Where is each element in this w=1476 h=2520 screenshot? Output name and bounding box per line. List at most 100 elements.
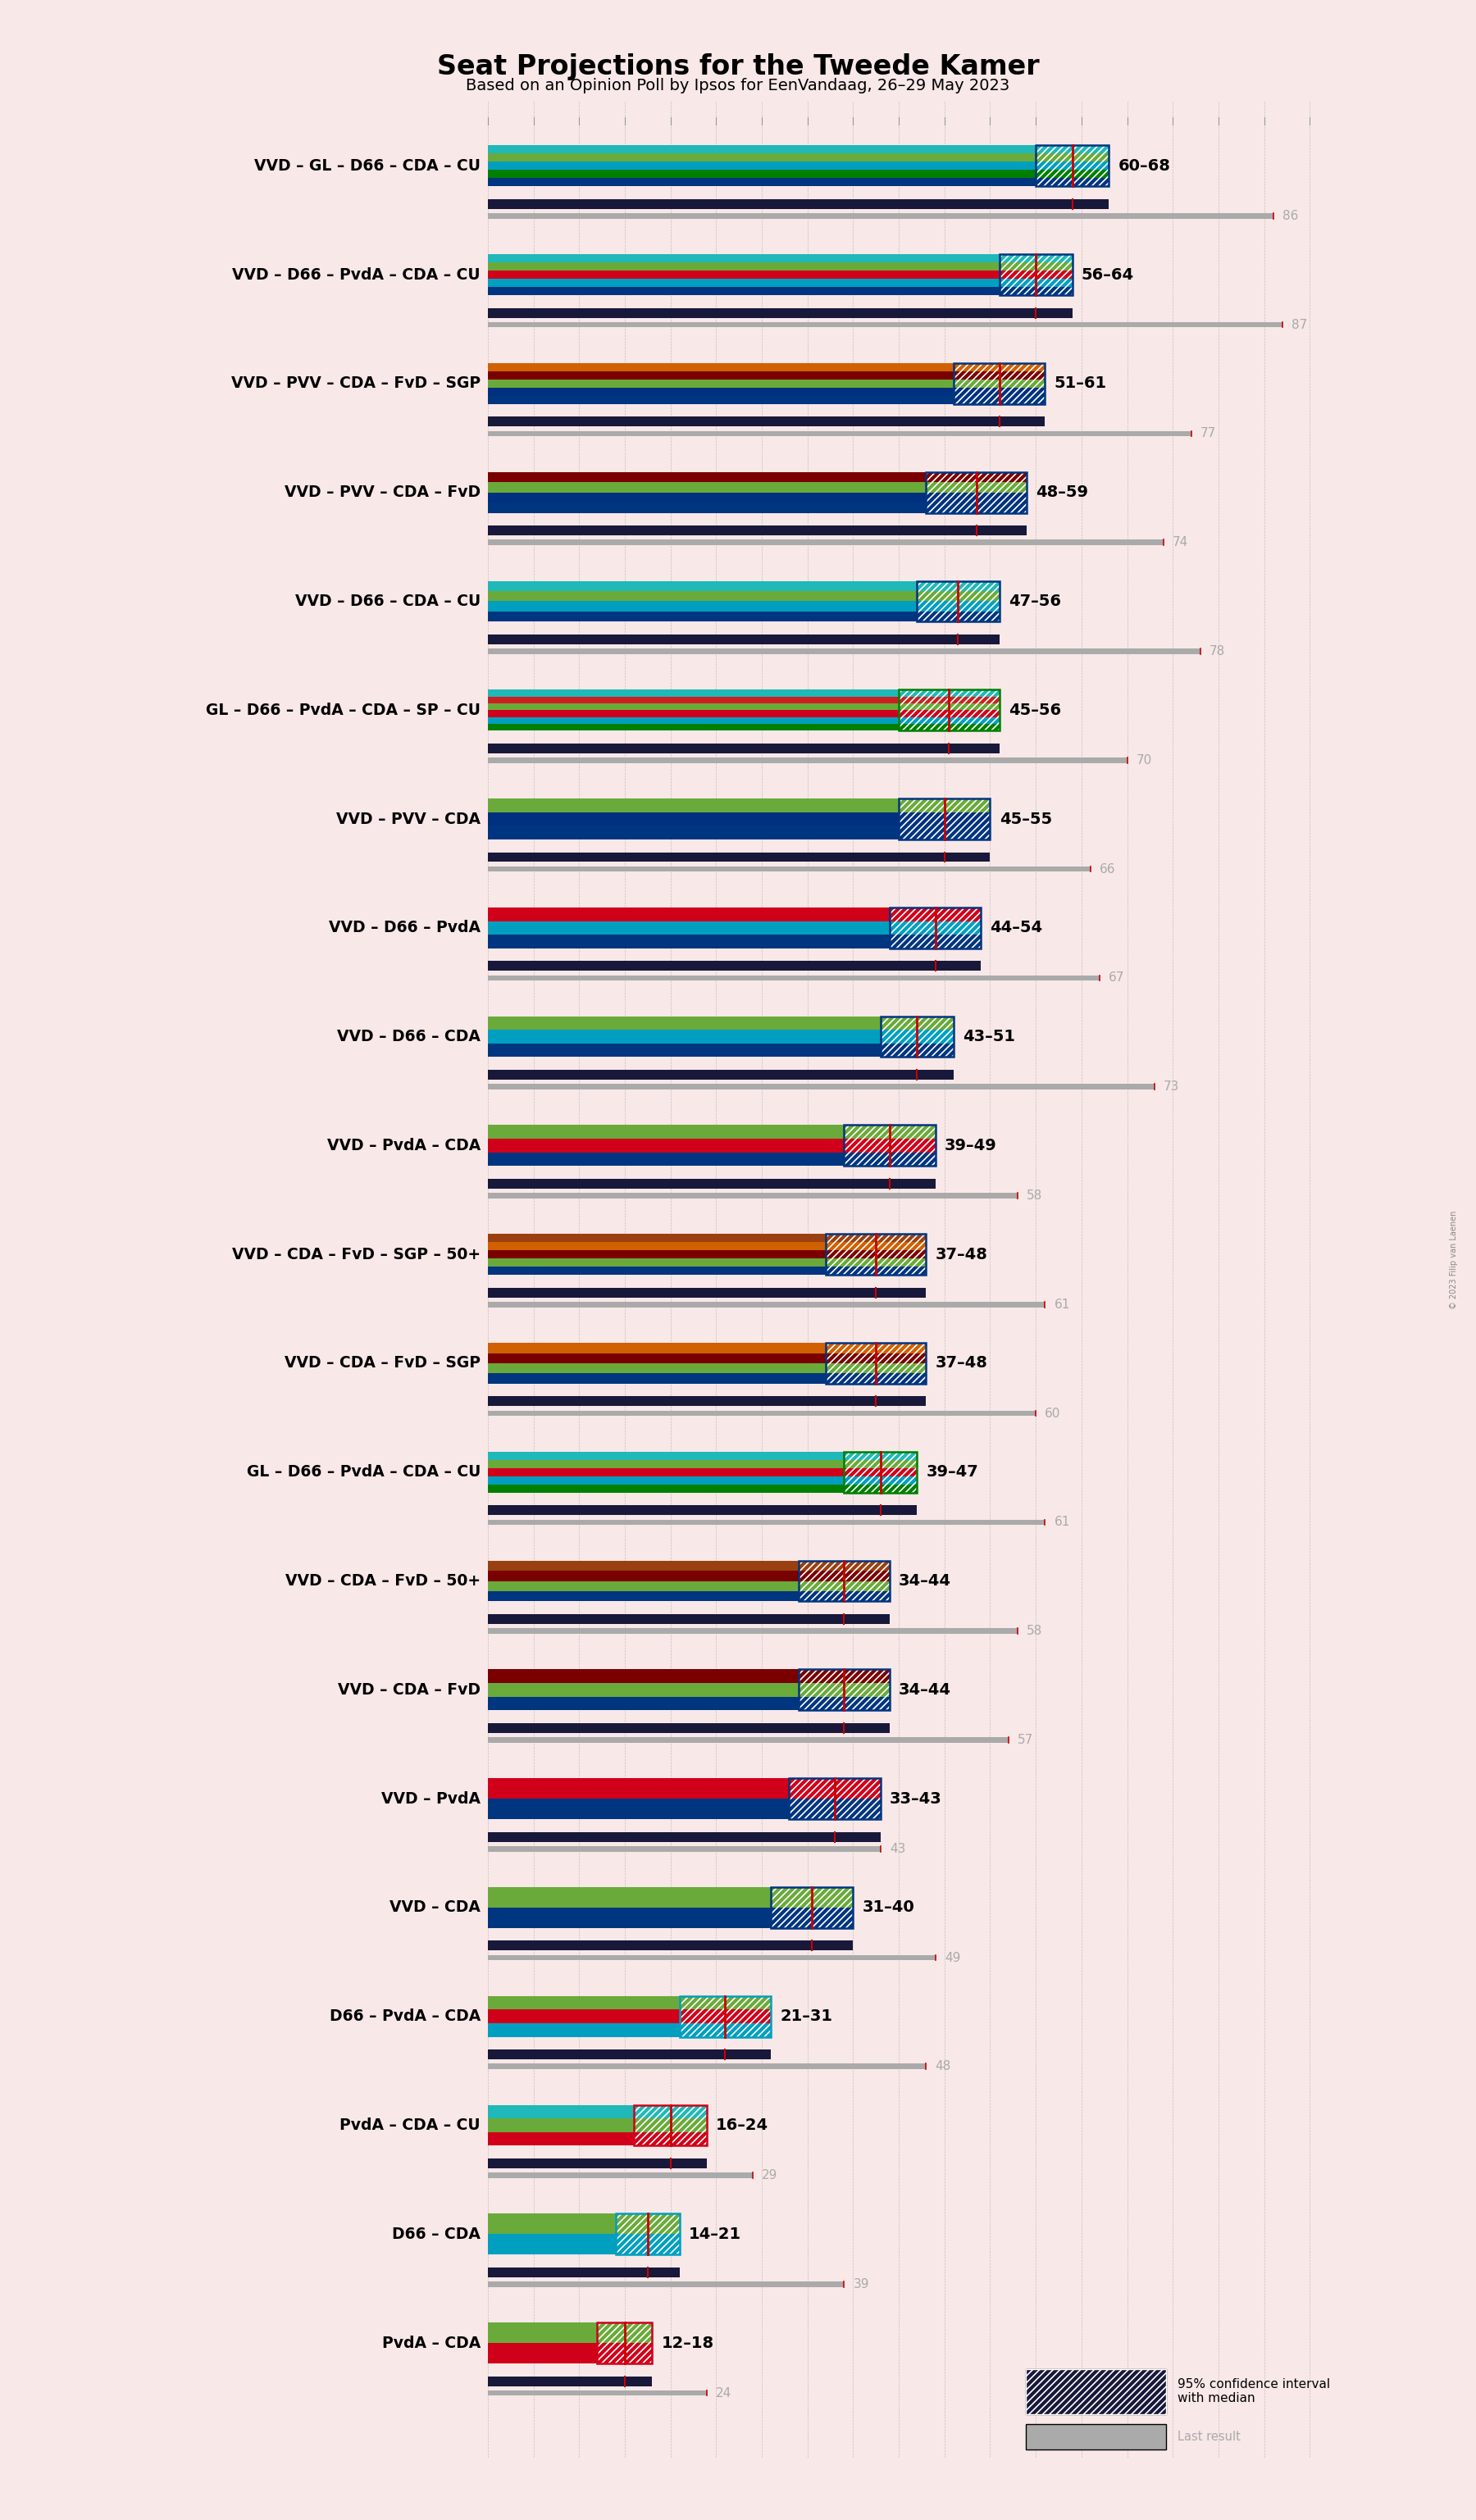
Bar [487,370,953,381]
Bar [890,920,982,935]
Bar [487,1484,844,1492]
Bar [799,1696,890,1711]
Bar [487,199,1108,209]
Text: 39–49: 39–49 [945,1137,996,1154]
Bar [899,811,990,827]
Bar [487,262,999,270]
Text: VVD – CDA – FvD – SGP: VVD – CDA – FvD – SGP [285,1356,481,1371]
Text: D66 – CDA: D66 – CDA [393,2225,481,2243]
Bar [487,527,1027,534]
Text: PvdA – CDA – CU: PvdA – CDA – CU [339,2117,481,2132]
Text: 58: 58 [1027,1625,1042,1638]
Bar [487,1570,799,1580]
Bar [825,1343,925,1383]
Bar [825,1363,925,1373]
Text: VVD – D66 – CDA: VVD – D66 – CDA [337,1028,481,1043]
Text: 45–55: 45–55 [999,811,1052,827]
Bar [487,1615,890,1623]
Bar [487,2172,753,2177]
Bar [844,1452,917,1492]
Text: 37–48: 37–48 [936,1247,987,1263]
Bar [487,2376,652,2386]
Bar [953,388,1045,396]
Bar [899,799,990,839]
Bar [844,1469,917,1477]
Text: 70: 70 [1137,753,1153,766]
Text: VVD – D66 – PvdA: VVD – D66 – PvdA [329,920,481,935]
Bar [1036,161,1108,169]
Bar [899,696,999,703]
Text: 48–59: 48–59 [1036,484,1088,499]
Text: VVD – CDA – FvD: VVD – CDA – FvD [338,1681,481,1698]
Bar [917,580,999,622]
Bar [1036,169,1108,179]
Bar [487,2132,633,2145]
Text: 39: 39 [853,2278,869,2291]
Text: 61: 61 [1054,1517,1070,1527]
Bar [844,1139,936,1152]
Bar [487,1504,917,1515]
Bar [844,1477,917,1484]
Bar [881,1016,953,1056]
Bar [825,1235,925,1242]
Bar [917,580,999,622]
Bar [1036,146,1108,154]
Bar [899,827,990,839]
Bar [487,491,925,501]
Bar [487,1590,799,1600]
Bar [487,2281,844,2288]
Bar [487,690,899,696]
Bar [844,1124,936,1167]
Bar [615,2235,679,2255]
Bar [487,1288,925,1298]
Bar [899,716,999,723]
Bar [890,935,982,948]
Bar [487,1724,890,1734]
Bar [844,1124,936,1167]
Bar [487,975,1100,980]
Bar [487,759,1128,764]
Bar [487,388,953,396]
Bar [799,1560,890,1600]
Text: PvdA – CDA: PvdA – CDA [382,2336,481,2351]
Text: 16–24: 16–24 [716,2117,769,2132]
Bar [633,2132,707,2145]
Bar [917,602,999,612]
Bar [487,723,899,731]
Bar [881,1016,953,1031]
Bar [825,1250,925,1257]
Text: 48: 48 [936,2061,951,2071]
Bar [487,852,990,862]
Bar [487,280,999,287]
Bar [615,2213,679,2235]
Text: 21–31: 21–31 [779,2008,832,2024]
Bar [881,1031,953,1043]
Bar [487,363,953,370]
Text: VVD – GL – D66 – CDA – CU: VVD – GL – D66 – CDA – CU [254,159,481,174]
Bar [487,1956,936,1961]
Bar [881,1016,953,1056]
Text: 12–18: 12–18 [661,2336,714,2351]
Text: 87: 87 [1292,318,1308,330]
Text: 37–48: 37–48 [936,1356,987,1371]
Bar [487,501,925,512]
Bar [487,1016,881,1031]
Bar [487,2160,707,2167]
Bar [825,1353,925,1363]
Bar [487,161,1036,169]
Text: 56–64: 56–64 [1082,267,1134,282]
Bar [790,1779,881,1819]
Bar [825,1343,925,1383]
Bar [953,396,1045,403]
Bar [487,2235,615,2255]
Bar [633,2119,707,2132]
Text: 49: 49 [945,1950,961,1963]
Bar [825,1268,925,1275]
Text: 58: 58 [1027,1189,1042,1202]
Text: 57: 57 [1017,1734,1033,1746]
Bar [487,635,999,645]
Bar [844,1452,917,1492]
Bar [799,1668,890,1711]
Bar [633,2104,707,2119]
Text: VVD – PvdA: VVD – PvdA [381,1792,481,1807]
